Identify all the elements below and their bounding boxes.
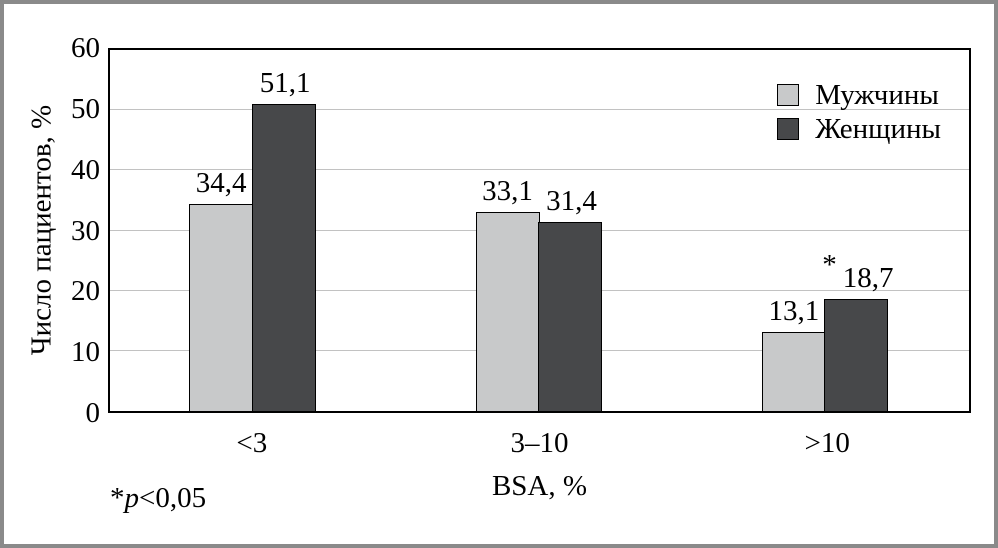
legend-label-women: Женщины	[815, 113, 941, 145]
footnote-value: <0,05	[139, 482, 207, 514]
y-tick-label-40: 40	[71, 153, 100, 186]
bar-value-men-2: 13,1	[768, 295, 820, 328]
legend-item-men: Мужчины	[777, 78, 941, 112]
legend-label-men: Мужчины	[815, 79, 939, 111]
x-axis-ticks: <3 3–10 >10	[108, 426, 971, 462]
bar-men-0	[189, 204, 254, 411]
y-tick-label-30: 30	[71, 214, 100, 247]
footnote: *p<0,05	[110, 482, 206, 515]
bar-men-2	[761, 332, 826, 411]
y-tick-label-50: 50	[71, 92, 100, 125]
x-tick-label-1: 3–10	[510, 427, 569, 459]
significance-asterisk: *	[822, 248, 837, 281]
bar-men-1	[475, 211, 540, 411]
footnote-p: p	[124, 482, 140, 514]
gridline-50	[110, 109, 969, 111]
bar-value-men-0: 34,4	[195, 167, 247, 200]
legend-swatch-men	[777, 84, 800, 106]
bar-value-men-1: 33,1	[482, 174, 533, 207]
bar-value-women-0: 51,1	[259, 66, 311, 99]
y-tick-label-20: 20	[71, 275, 100, 308]
legend-item-women: Женщины	[777, 112, 941, 146]
y-axis-ticks: 0 10 20 30 40 50 60	[4, 32, 100, 429]
bar-value-women-2: * 18,7	[822, 248, 894, 294]
gridline-40	[110, 169, 969, 171]
y-tick-label-10: 10	[71, 336, 100, 369]
bar-women-2	[824, 298, 889, 411]
legend-swatch-women	[777, 118, 800, 140]
y-tick-label-60: 60	[71, 32, 100, 64]
x-axis-title: BSA, %	[491, 470, 588, 502]
bar-women-1	[538, 222, 602, 411]
x-tick-label-0: <3	[236, 427, 268, 459]
legend: Мужчины Женщины	[777, 78, 941, 146]
x-tick-label-2: >10	[804, 427, 850, 459]
plot-area: Мужчины Женщины 34,4 51,1 33,1 31,4 13,1 * 18,7	[108, 48, 971, 413]
bar-value-women-1: 31,4	[546, 185, 597, 218]
y-tick-label-0: 0	[85, 397, 101, 429]
bar-women-0	[251, 103, 316, 411]
footnote-star: *	[110, 482, 125, 514]
